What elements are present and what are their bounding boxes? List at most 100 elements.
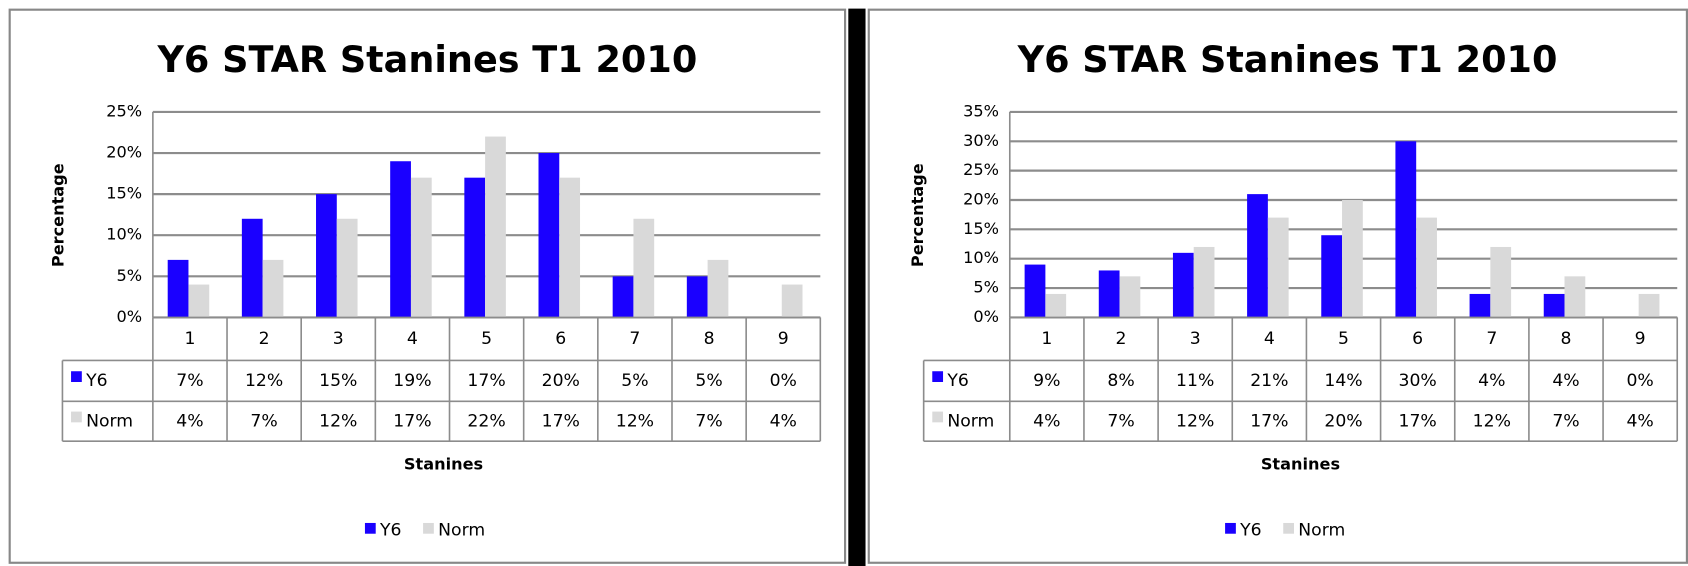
bar (1045, 293, 1067, 318)
bar (1395, 141, 1417, 318)
table-cell: 14% (1324, 371, 1362, 391)
table-cell: 12% (1473, 411, 1511, 431)
table-cell: 7% (1107, 411, 1134, 431)
bar (167, 259, 189, 318)
x-tick-label: 5 (481, 329, 492, 349)
chart-title: Y6 STAR Stanines T1 2010 (156, 38, 697, 81)
legend-swatch (364, 522, 376, 534)
bar (1490, 246, 1512, 318)
bar (188, 284, 210, 318)
table-cell: 7% (176, 371, 203, 391)
table-cell: 20% (1324, 411, 1362, 431)
table-cell: 17% (393, 411, 431, 431)
bar (707, 259, 729, 318)
legend-label: Norm (438, 520, 485, 540)
y-axis-label: Percentage (908, 163, 927, 267)
table-cell: 12% (245, 371, 283, 391)
x-tick-label: 4 (1264, 329, 1275, 349)
table-cell: 0% (770, 371, 797, 391)
table-row-label: Y6 (946, 371, 968, 391)
y-tick-label: 35% (963, 101, 999, 120)
table-cell: 4% (1552, 371, 1579, 391)
x-tick-label: 4 (407, 329, 418, 349)
x-tick-label: 9 (778, 329, 789, 349)
x-tick-label: 3 (1190, 329, 1201, 349)
x-tick-label: 9 (1635, 329, 1646, 349)
y-tick-label: 25% (963, 160, 999, 179)
x-tick-label: 5 (1338, 329, 1349, 349)
legend-label: Norm (1298, 520, 1345, 540)
table-cell: 15% (319, 371, 357, 391)
legend-label: Y6 (1239, 520, 1261, 540)
legend-swatch (71, 411, 82, 423)
legend-label: Y6 (379, 520, 401, 540)
bar (390, 161, 411, 318)
y-tick-label: 15% (963, 219, 999, 238)
bar (1638, 293, 1660, 318)
table-cell: 4% (176, 411, 203, 431)
table-cell: 11% (1176, 371, 1214, 391)
x-tick-label: 7 (1486, 329, 1497, 349)
bar (781, 284, 803, 318)
x-tick-label: 8 (704, 329, 715, 349)
bar (1267, 217, 1289, 318)
bar (262, 259, 284, 318)
y-tick-label: 5% (973, 278, 999, 297)
table-cell: 17% (467, 371, 505, 391)
y-tick-label: 15% (106, 184, 142, 203)
y-tick-label: 5% (117, 266, 143, 285)
bar (464, 177, 486, 318)
x-tick-label: 6 (555, 329, 566, 349)
legend-swatch (71, 371, 82, 382)
table-cell: 4% (1626, 411, 1653, 431)
x-axis-label: Stanines (404, 454, 483, 473)
y-tick-label: 20% (106, 143, 142, 162)
x-tick-label: 1 (184, 329, 195, 349)
bar (1193, 246, 1215, 318)
bar (559, 177, 581, 318)
x-tick-label: 8 (1561, 329, 1572, 349)
bar (1119, 276, 1141, 318)
legend-swatch (932, 411, 944, 423)
table-cell: 7% (695, 411, 722, 431)
y-tick-label: 10% (106, 225, 142, 244)
bar (1469, 293, 1491, 318)
bar (241, 218, 263, 318)
table-cell: 4% (1478, 371, 1505, 391)
table-cell: 9% (1033, 371, 1060, 391)
table-cell: 4% (1033, 411, 1060, 431)
table-cell: 12% (1176, 411, 1214, 431)
bar (1098, 270, 1120, 318)
legend-swatch (1225, 522, 1236, 534)
table-row-label: Y6 (85, 371, 107, 391)
table-row-label: Norm (86, 411, 133, 431)
bar (633, 218, 655, 318)
y-tick-label: 25% (106, 101, 142, 120)
table-cell: 7% (250, 411, 277, 431)
table-cell: 8% (1107, 371, 1134, 391)
table-row-label: Norm (947, 411, 994, 431)
y-tick-label: 10% (963, 248, 999, 267)
table-cell: 30% (1399, 371, 1437, 391)
x-tick-label: 6 (1412, 329, 1423, 349)
bar (1543, 293, 1565, 318)
table-cell: 12% (319, 411, 357, 431)
x-tick-label: 2 (259, 329, 270, 349)
x-tick-label: 2 (1116, 329, 1127, 349)
table-cell: 7% (1552, 411, 1579, 431)
divider (848, 8, 866, 566)
bar (1247, 194, 1268, 318)
legend-swatch (1283, 522, 1294, 534)
y-tick-label: 0% (117, 307, 143, 326)
bar (316, 194, 337, 318)
x-axis-label: Stanines (1261, 454, 1340, 473)
y-axis-label: Percentage (49, 163, 68, 267)
bar (1172, 252, 1194, 318)
table-cell: 17% (1399, 411, 1437, 431)
bar (1024, 264, 1046, 318)
table-cell: 22% (467, 411, 505, 431)
bar (612, 276, 634, 318)
y-tick-label: 0% (973, 307, 999, 326)
legend-swatch (932, 371, 944, 382)
